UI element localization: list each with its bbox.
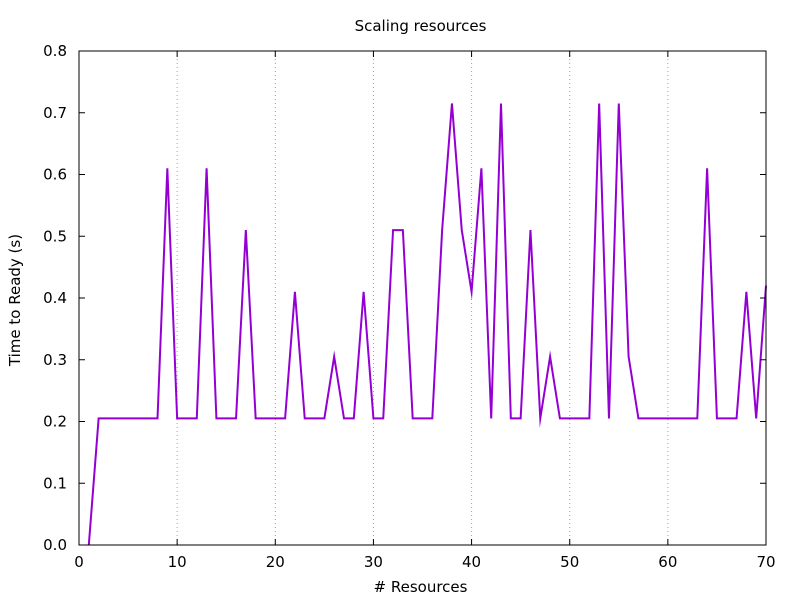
y-tick-label: 0.5 (43, 227, 67, 245)
y-axis-title: Time to Ready (s) (6, 234, 24, 367)
x-tick-label: 20 (266, 553, 285, 571)
x-tick-label: 0 (74, 553, 84, 571)
y-tick-label: 0.1 (43, 474, 67, 492)
y-tick-label: 0.2 (43, 413, 67, 431)
x-tick-label: 60 (658, 553, 677, 571)
y-tick-label: 0.0 (43, 536, 67, 554)
x-tick-label: 40 (462, 553, 481, 571)
y-tick-label: 0.6 (43, 166, 67, 184)
chart-title: Scaling resources (355, 17, 487, 35)
series-layer (87, 103, 767, 546)
x-axis-title: # Resources (374, 578, 468, 596)
x-tick-label: 70 (756, 553, 775, 571)
y-tick-label: 0.7 (43, 104, 67, 122)
y-tick-label: 0.4 (43, 289, 67, 307)
x-tick-label: 30 (364, 553, 383, 571)
y-tick-label: 0.8 (43, 42, 67, 60)
x-tick-label: 10 (168, 553, 187, 571)
x-tick-label: 50 (560, 553, 579, 571)
y-tick-label: 0.3 (43, 351, 67, 369)
series-line (87, 103, 767, 546)
axis-ticks: 0 10 20 30 40 50 60 70 0.0 0.1 0.2 0.3 0.4 0.5 0.6 0.7 0… (43, 42, 775, 571)
